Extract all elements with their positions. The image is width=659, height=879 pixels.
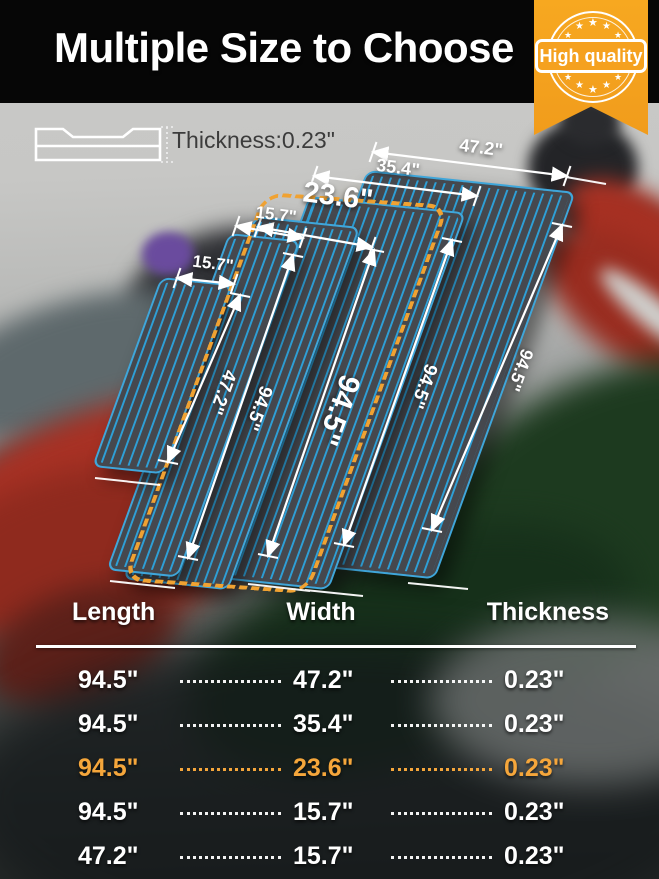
star-icon: ★: [575, 80, 584, 91]
table-divider: [36, 645, 636, 648]
star-icon: ★: [588, 84, 598, 96]
badge-label: High quality: [535, 39, 647, 73]
star-icon: ★: [588, 17, 598, 29]
length-value: 94.5": [78, 753, 139, 782]
width-value: 15.7": [293, 841, 354, 870]
dotted-leader: [180, 855, 281, 859]
dotted-leader: [391, 767, 492, 771]
dotted-leader: [391, 855, 492, 859]
size-table-header: Length Width Thickness: [0, 598, 659, 627]
length-value: 94.5": [78, 709, 139, 738]
dotted-leader: [180, 723, 281, 727]
thickness-value: 0.23": [504, 753, 565, 782]
table-row-highlighted: 94.5" 23.6" 0.23": [0, 746, 659, 790]
star-icon: ★: [602, 80, 611, 91]
size-table-body: 94.5" 47.2" 0.23" 94.5" 35.4" 0.23" 94.5…: [0, 658, 659, 878]
table-row: 94.5" 15.7" 0.23": [0, 790, 659, 834]
table-row: 94.5" 47.2" 0.23": [0, 658, 659, 702]
dotted-leader: [391, 811, 492, 815]
column-header-length: Length: [72, 598, 156, 626]
thickness-value: 0.23": [504, 709, 565, 738]
star-icon: ★: [564, 72, 573, 82]
thickness-profile-icon: [34, 126, 175, 163]
star-icon: ★: [575, 21, 584, 32]
star-icon: ★: [564, 30, 573, 40]
width-value: 23.6": [293, 753, 354, 782]
length-value: 47.2": [78, 841, 139, 870]
dotted-leader: [180, 679, 281, 683]
dotted-leader: [180, 767, 281, 771]
length-value: 94.5": [78, 797, 139, 826]
star-icon: ★: [614, 72, 623, 82]
thickness-value: 0.23": [504, 797, 565, 826]
column-header-width: Width: [286, 598, 356, 626]
width-value: 15.7": [293, 797, 354, 826]
star-icon: ★: [614, 30, 623, 40]
table-row: 47.2" 15.7" 0.23": [0, 834, 659, 878]
photo-blob: [142, 232, 194, 276]
length-value: 94.5": [78, 665, 139, 694]
column-header-thickness: Thickness: [486, 598, 609, 626]
thickness-value: 0.23": [504, 841, 565, 870]
star-icon: ★: [602, 21, 611, 32]
width-value: 47.2": [293, 665, 354, 694]
table-row: 94.5" 35.4" 0.23": [0, 702, 659, 746]
thickness-label: Thickness:0.23": [172, 127, 335, 153]
dotted-leader: [391, 679, 492, 683]
dotted-leader: [391, 723, 492, 727]
dotted-leader: [180, 811, 281, 815]
size-table: Length Width Thickness 94.5" 47.2" 0.23"…: [0, 598, 659, 870]
width-value: 35.4": [293, 709, 354, 738]
thickness-value: 0.23": [504, 665, 565, 694]
page-title: Multiple Size to Choose: [54, 24, 514, 71]
